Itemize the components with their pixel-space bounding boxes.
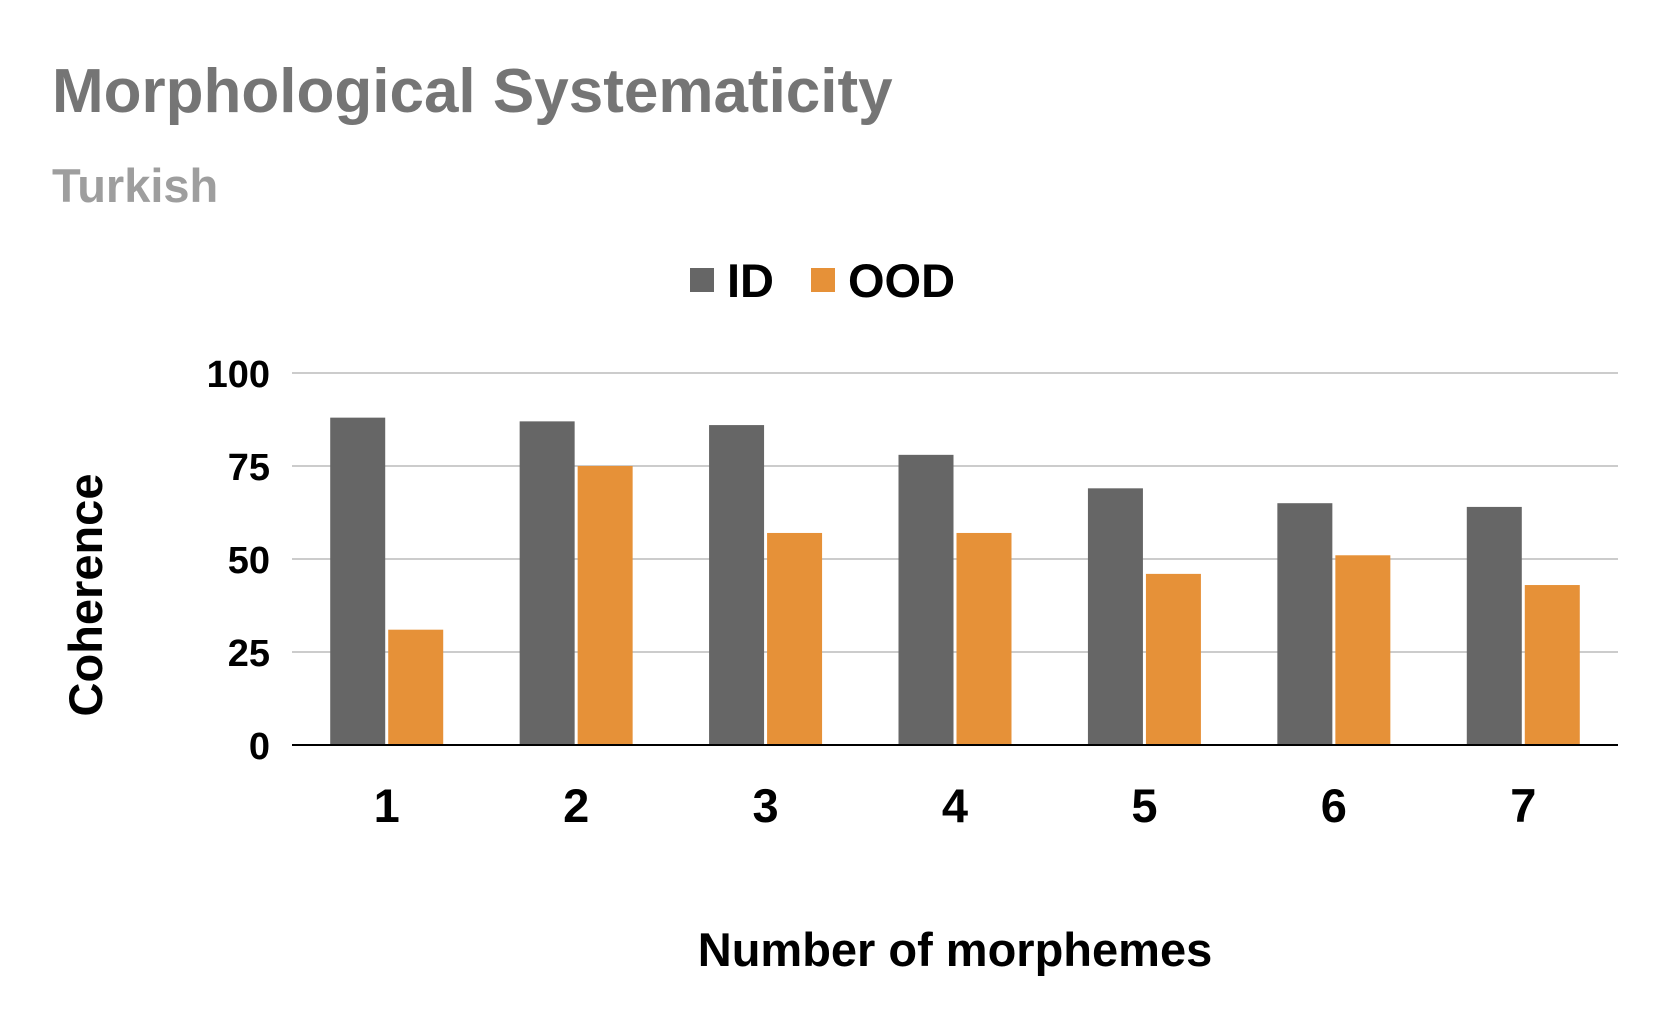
gridlines: [292, 372, 1618, 653]
bar-id-6: [1277, 503, 1333, 745]
y-axis-ticks: 0 25 50 75 100: [207, 354, 270, 768]
bar-ood-5: [1145, 573, 1201, 745]
x-tick-label: 5: [1131, 779, 1157, 832]
bar-ood-4: [956, 532, 1012, 745]
bar-id-3: [709, 425, 765, 745]
x-tick-label: 2: [563, 779, 589, 832]
x-tick-label: 3: [753, 779, 779, 832]
legend-swatch-id: [690, 268, 714, 292]
x-tick-label: 1: [374, 779, 400, 832]
legend-swatch-ood: [811, 268, 835, 292]
x-tick-label: 4: [942, 779, 968, 832]
y-axis-label: Coherence: [59, 474, 112, 717]
bar-id-7: [1466, 506, 1522, 745]
x-axis-label: Number of morphemes: [698, 923, 1212, 976]
x-tick-label: 6: [1321, 779, 1347, 832]
legend: ID OOD: [690, 254, 955, 307]
x-axis-ticks: 1 2 3 4 5 6 7: [374, 779, 1537, 832]
y-tick-label: 100: [207, 354, 270, 396]
y-tick-label: 75: [228, 447, 270, 489]
bar-ood-3: [767, 532, 823, 745]
y-tick-label: 50: [228, 540, 270, 582]
chart-subtitle: Turkish: [52, 159, 218, 212]
y-tick-label: 25: [228, 633, 270, 675]
bars: [330, 417, 1580, 745]
chart-title: Morphological Systematicity: [52, 57, 893, 126]
bar-ood-7: [1524, 585, 1580, 745]
bar-ood-6: [1335, 555, 1391, 745]
bar-id-1: [330, 417, 386, 745]
bar-id-4: [898, 454, 954, 745]
x-tick-label: 7: [1510, 779, 1536, 832]
bar-ood-1: [388, 629, 444, 745]
bar-ood-2: [577, 466, 633, 745]
legend-label-ood: OOD: [848, 254, 955, 307]
legend-label-id: ID: [727, 254, 774, 307]
bar-id-2: [519, 421, 575, 745]
y-tick-label: 0: [249, 726, 270, 768]
bar-id-5: [1087, 488, 1143, 745]
